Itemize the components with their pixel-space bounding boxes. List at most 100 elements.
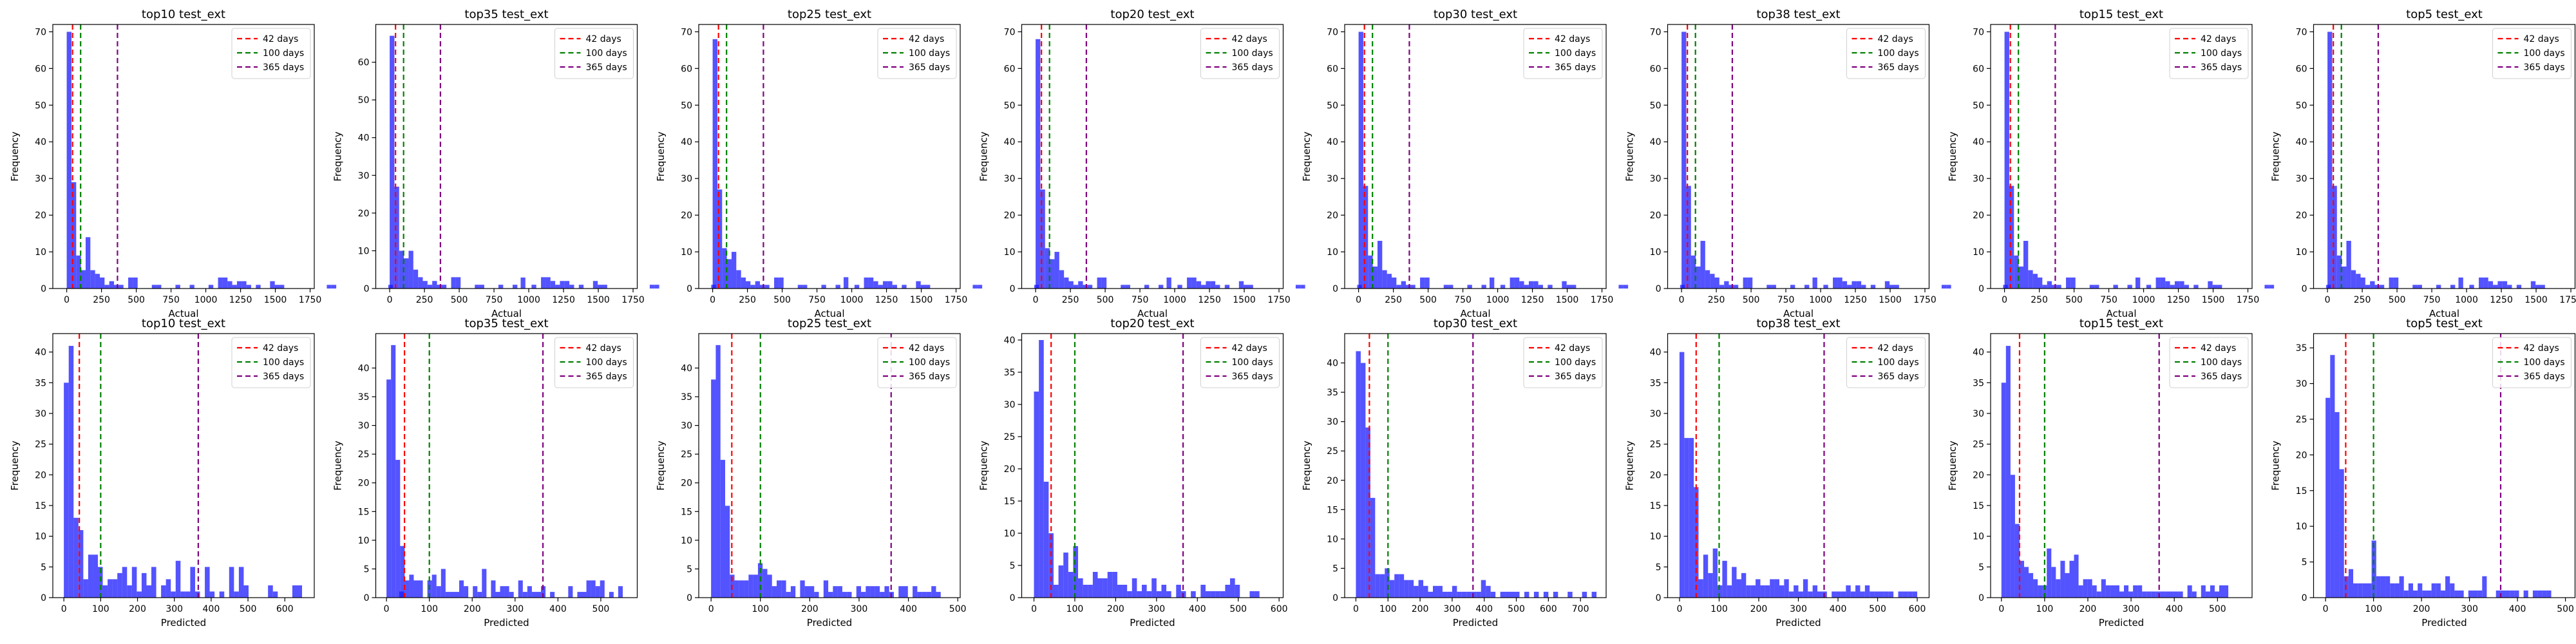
histogram-bar bbox=[1533, 591, 1539, 598]
histogram-bar bbox=[114, 285, 119, 289]
histogram-bar bbox=[1215, 285, 1220, 289]
histogram-bar bbox=[71, 182, 77, 289]
x-axis-label: Predicted bbox=[2421, 617, 2467, 629]
histogram-bar bbox=[1083, 585, 1088, 598]
y-tick-label: 25 bbox=[1327, 446, 1338, 457]
histogram-bar bbox=[109, 281, 115, 289]
x-tick-label: 0 bbox=[1031, 604, 1037, 614]
histogram-bars bbox=[2327, 32, 2545, 289]
histogram-bar bbox=[555, 285, 560, 289]
histogram-bar bbox=[161, 585, 166, 598]
legend-label: 100 days bbox=[586, 48, 627, 59]
legend: 42 days 100 days 365 days bbox=[2492, 28, 2571, 79]
histogram-bar bbox=[2160, 591, 2165, 598]
x-axis-label: Actual bbox=[2429, 308, 2459, 319]
y-tick-label: 30 bbox=[681, 421, 692, 431]
histogram-bar bbox=[205, 567, 210, 598]
histogram-bar bbox=[1841, 591, 1846, 598]
histogram-bar bbox=[1681, 32, 1687, 289]
legend-label: 365 days bbox=[1555, 372, 1596, 382]
x-tick-label: 1750 bbox=[299, 295, 322, 305]
histogram-bar bbox=[2023, 240, 2029, 289]
histogram-bar bbox=[2325, 397, 2331, 598]
histogram-bar bbox=[522, 592, 527, 598]
legend-label: 365 days bbox=[1878, 62, 1919, 73]
histogram-bar bbox=[1898, 591, 1903, 598]
histogram-bar bbox=[1399, 574, 1405, 598]
x-tick-label: 1250 bbox=[2167, 295, 2190, 305]
x-tick-label: 250 bbox=[2031, 295, 2048, 305]
histogram-bar bbox=[518, 580, 523, 598]
histogram-bar bbox=[1864, 585, 1870, 598]
y-tick-label: 35 bbox=[681, 392, 692, 402]
y-tick-label: 10 bbox=[1973, 532, 1984, 542]
y-tick-label: 10 bbox=[681, 247, 692, 258]
histogram-bar bbox=[1817, 591, 1823, 598]
histogram-bar bbox=[2165, 281, 2170, 289]
histogram-bar bbox=[917, 592, 922, 598]
y-axis-label: Frequency bbox=[978, 440, 990, 491]
histogram-bar bbox=[1823, 285, 1828, 289]
histogram-bar bbox=[2187, 585, 2192, 598]
histogram-bar bbox=[1039, 340, 1044, 598]
y-tick-label: 60 bbox=[358, 58, 370, 68]
legend-label: 100 days bbox=[586, 357, 627, 368]
legend-label: 42 days bbox=[909, 34, 944, 44]
x-tick-label: 1500 bbox=[1879, 295, 1902, 305]
histogram-bar bbox=[450, 592, 455, 598]
y-tick-label: 0 bbox=[687, 284, 692, 294]
histogram-bar bbox=[185, 591, 191, 598]
histogram-bar bbox=[1379, 574, 1385, 598]
histogram-bar bbox=[2135, 277, 2141, 289]
panel-title: top30 test_ext bbox=[1434, 8, 1517, 21]
histogram-bar bbox=[1902, 591, 1908, 598]
histogram-bar bbox=[903, 586, 908, 598]
histogram-bar bbox=[1358, 32, 1363, 289]
histogram-bar bbox=[464, 586, 469, 598]
histogram-bar bbox=[1443, 285, 1449, 289]
y-tick-label: 0 bbox=[364, 593, 370, 603]
histogram-bar bbox=[256, 285, 261, 289]
y-axis-label: Frequency bbox=[9, 440, 21, 491]
histogram-bar bbox=[1220, 591, 1226, 598]
y-tick-label: 5 bbox=[364, 564, 370, 574]
y-tick-label: 0 bbox=[1332, 593, 1338, 603]
panel-title: top5 test_ext bbox=[2406, 8, 2483, 21]
histogram-bar bbox=[790, 586, 796, 598]
histogram-bar bbox=[2184, 285, 2189, 289]
histogram-bar bbox=[171, 591, 176, 598]
x-axis-label: Predicted bbox=[1130, 617, 1175, 629]
panel-title: top35 test_ext bbox=[464, 8, 548, 21]
legend-label: 365 days bbox=[2201, 372, 2242, 382]
histogram-bar bbox=[1846, 585, 1851, 598]
histogram-bar bbox=[2096, 591, 2101, 598]
histogram-bars bbox=[1681, 32, 2141, 289]
y-tick-label: 0 bbox=[1332, 284, 1338, 294]
y-tick-label: 30 bbox=[1004, 400, 1016, 410]
x-tick-label: 400 bbox=[900, 604, 917, 614]
y-tick-label: 30 bbox=[1650, 174, 1662, 184]
x-tick-label: 400 bbox=[203, 604, 220, 614]
histogram-bar bbox=[1159, 285, 1164, 289]
plot-frame bbox=[1667, 24, 1930, 289]
histogram-bar bbox=[504, 586, 509, 598]
histogram-bar bbox=[864, 277, 869, 289]
y-tick-label: 40 bbox=[1973, 137, 1984, 147]
y-axis-label: Frequency bbox=[332, 440, 344, 491]
x-tick-label: 200 bbox=[1750, 604, 1768, 614]
histogram-bar bbox=[268, 585, 273, 598]
histogram-bar bbox=[2537, 590, 2543, 598]
histogram-bar bbox=[1457, 591, 1462, 598]
x-tick-label: 500 bbox=[128, 295, 145, 305]
histogram-bar bbox=[800, 580, 805, 598]
x-tick-label: 0 bbox=[1679, 295, 1685, 305]
histogram-bar bbox=[1447, 591, 1452, 598]
histogram-bar bbox=[2042, 285, 2047, 289]
y-tick-label: 35 bbox=[1650, 378, 1662, 388]
histogram-bar bbox=[2334, 412, 2340, 598]
histogram-bar bbox=[243, 585, 249, 598]
x-tick-label: 400 bbox=[2166, 604, 2183, 614]
histogram-bar bbox=[1798, 591, 1803, 598]
histogram-bar bbox=[1387, 274, 1392, 289]
